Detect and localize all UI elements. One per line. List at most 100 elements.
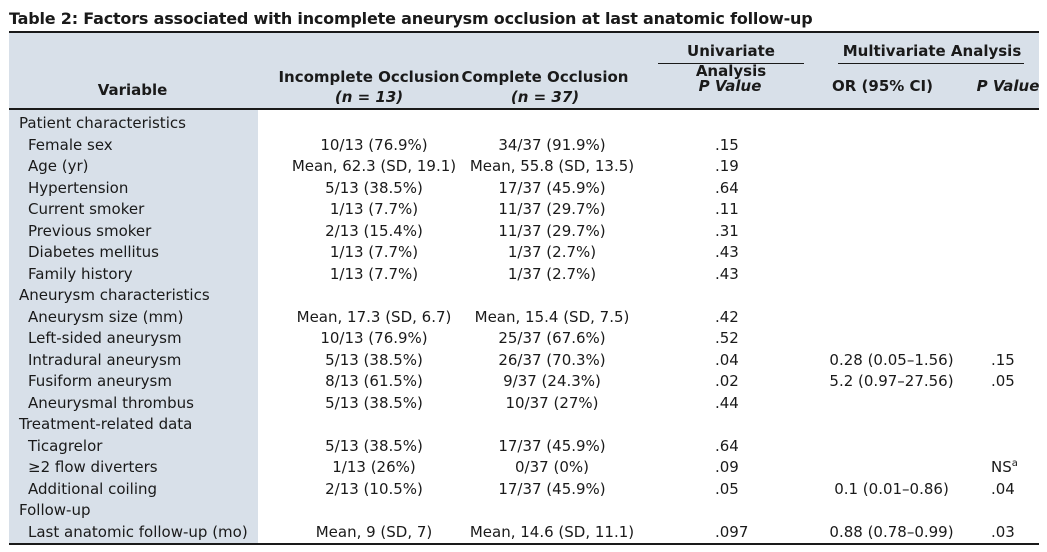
univariate-p-cell: .31 <box>715 221 739 240</box>
variable-cell: ≥2 flow diverters <box>28 458 158 476</box>
univariate-p-cell: .097 <box>715 522 749 541</box>
table-row: Current smoker 1/13 (7.7%) 11/37 (29.7%) .1… <box>9 199 1039 221</box>
variable-cell: Last anatomic follow-up (mo) <box>28 522 248 541</box>
complete-cell: 25/37 (67.6%) <box>498 329 606 347</box>
variable-cell: Previous smoker <box>28 221 152 240</box>
univariate-p-cell: .05 <box>715 479 739 498</box>
table-row: Age (yr) Mean, 62.3 (SD, 19.1) Mean, 55.8 … <box>9 156 1039 178</box>
header-incomplete-n: (n = 13) <box>334 88 404 106</box>
table-row: Diabetes mellitus 1/13 (7.7%) 1/37 (2.7%).… <box>9 242 1039 264</box>
header-univariate-group: Univariate Analysis <box>687 42 775 80</box>
top-rule <box>9 31 1039 34</box>
table-row: Family history 1/13 (7.7%) 1/37 (2.7%) .43 <box>9 264 1039 286</box>
incomplete-cell: 5/13 (38.5%) <box>325 393 423 412</box>
complete-cell: 26/37 (70.3%) <box>498 350 606 369</box>
section-label: Aneurysm characteristics <box>19 286 210 304</box>
section-label: Patient characteristics <box>19 114 186 132</box>
univariate-p-cell: .19 <box>715 157 739 175</box>
complete-cell: Mean, 14.6 (SD, 11.1) <box>469 522 635 541</box>
complete-cell: 17/37 (45.9%) <box>498 436 606 455</box>
incomplete-cell: Mean, 9 (SD, 7) <box>315 522 433 541</box>
univariate-p-cell: .04 <box>715 350 739 369</box>
variable-cell: Additional coiling <box>28 479 158 498</box>
univariate-p-cell: .52 <box>715 329 739 347</box>
section-row: Aneurysm characteristics <box>9 285 1039 307</box>
incomplete-cell: Mean, 62.3 (SD, 19.1) <box>291 157 457 175</box>
table-row: Hypertension 5/13 (38.5%) 17/37 (45.9%) .64 <box>9 178 1039 200</box>
table-row: ≥2 flow diverters 1/13 (26%) 0/37 (0%) .09 N… <box>9 457 1039 479</box>
mv-p-text: NS <box>991 458 1012 476</box>
univariate-p-cell: .64 <box>715 178 739 197</box>
variable-cell: Diabetes mellitus <box>28 243 159 261</box>
section-row: Patient characteristics <box>9 113 1039 135</box>
table-row: Intradural aneurysm 5/13 (38.5%) 26/37 (70… <box>9 350 1039 372</box>
variable-cell: Current smoker <box>28 200 145 218</box>
incomplete-cell: 5/13 (38.5%) <box>325 436 423 455</box>
header-rule <box>9 108 1039 110</box>
incomplete-cell: 2/13 (15.4%) <box>325 221 423 240</box>
complete-cell: 1/37 (2.7%) <box>507 243 597 261</box>
variable-cell: Hypertension <box>28 178 129 197</box>
multivariate-p-cell: .05 <box>991 372 1015 390</box>
header-complete-n: (n = 37) <box>510 88 580 106</box>
table-row: Additional coiling 2/13 (10.5%) 17/37 (45.… <box>9 479 1039 501</box>
header-incomplete-occlusion: Incomplete Occlusion (n = 13) <box>258 67 480 107</box>
table-row: Fusiform aneurysm 8/13 (61.5%) 9/37 (24.3%… <box>9 371 1039 393</box>
header-multivariate-group: Multivariate Analysis <box>842 42 1022 60</box>
incomplete-cell: 2/13 (10.5%) <box>325 479 423 498</box>
header-mv-p-value: P Value <box>976 77 1040 95</box>
incomplete-cell: 10/13 (76.9%) <box>320 135 428 154</box>
variable-cell: Age (yr) <box>28 157 89 175</box>
section-row: Treatment-related data <box>9 414 1039 436</box>
variable-cell: Aneurysm size (mm) <box>28 307 184 326</box>
complete-cell: Mean, 15.4 (SD, 7.5) <box>474 307 630 326</box>
table-title: Table 2: Factors associated with incompl… <box>9 9 813 28</box>
complete-cell: Mean, 55.8 (SD, 13.5) <box>469 157 635 175</box>
or-ci-cell: 0.88 (0.78–0.99) <box>829 522 954 541</box>
incomplete-cell: 1/13 (7.7%) <box>329 200 419 218</box>
table-row: Left-sided aneurysm 10/13 (76.9%) 25/37 (6… <box>9 328 1039 350</box>
univariate-p-cell: .43 <box>715 264 739 283</box>
footnote-marker: a <box>1011 458 1018 469</box>
complete-cell: 17/37 (45.9%) <box>498 479 606 498</box>
variable-cell: Intradural aneurysm <box>28 350 182 369</box>
multivariate-p-cell: .04 <box>991 479 1015 498</box>
univariate-p-cell: .43 <box>715 243 739 261</box>
bottom-rule <box>9 543 1039 545</box>
header-or-ci: OR (95% CI) <box>832 77 933 95</box>
table-row: Last anatomic follow-up (mo) Mean, 9 (SD,… <box>9 522 1039 544</box>
univariate-p-cell: .02 <box>715 372 739 390</box>
incomplete-cell: 1/13 (7.7%) <box>329 264 419 283</box>
incomplete-cell: 8/13 (61.5%) <box>325 372 423 390</box>
section-label: Treatment-related data <box>19 415 193 433</box>
multivariate-underline <box>838 63 1024 64</box>
incomplete-cell: 5/13 (38.5%) <box>325 178 423 197</box>
incomplete-cell: 1/13 (26%) <box>332 458 416 476</box>
or-ci-cell: 0.1 (0.01–0.86) <box>834 479 949 498</box>
complete-cell: 0/37 (0%) <box>515 458 589 476</box>
incomplete-cell: Mean, 17.3 (SD, 6.7) <box>296 307 452 326</box>
variable-cell: Fusiform aneurysm <box>28 372 172 390</box>
incomplete-cell: 5/13 (38.5%) <box>325 350 423 369</box>
header-variable: Variable <box>97 81 168 99</box>
univariate-p-cell: .15 <box>715 135 739 154</box>
complete-cell: 34/37 (91.9%) <box>498 135 606 154</box>
univariate-p-cell: .11 <box>715 200 739 218</box>
incomplete-cell: 1/13 (7.7%) <box>329 243 419 261</box>
table-row: Aneurysmal thrombus 5/13 (38.5%) 10/37 (27… <box>9 393 1039 415</box>
table-row: Aneurysm size (mm) Mean, 17.3 (SD, 6.7) Me… <box>9 307 1039 329</box>
complete-cell: 9/37 (24.3%) <box>503 372 601 390</box>
complete-cell: 11/37 (29.7%) <box>498 221 606 240</box>
table-row: Ticagrelor 5/13 (38.5%) 17/37 (45.9%) .64 <box>9 436 1039 458</box>
complete-cell: 10/37 (27%) <box>505 393 599 412</box>
variable-cell: Aneurysmal thrombus <box>28 393 194 412</box>
incomplete-cell: 10/13 (76.9%) <box>320 329 428 347</box>
multivariate-p-cell: NSa <box>991 458 1018 476</box>
variable-column-band <box>9 110 258 543</box>
variable-cell: Family history <box>28 264 133 283</box>
univariate-p-cell: .64 <box>715 436 739 455</box>
complete-cell: 1/37 (2.7%) <box>507 264 597 283</box>
complete-cell: 11/37 (29.7%) <box>498 200 606 218</box>
univariate-underline <box>658 63 804 64</box>
header-complete-occlusion: Complete Occlusion (n = 37) <box>440 67 650 107</box>
